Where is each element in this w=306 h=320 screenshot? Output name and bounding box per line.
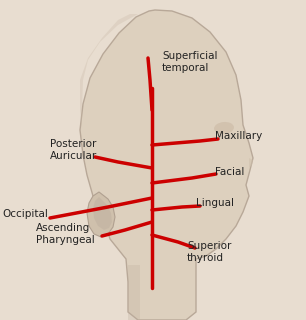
Polygon shape xyxy=(93,197,112,230)
Polygon shape xyxy=(80,14,138,130)
Text: Superficial
temporal: Superficial temporal xyxy=(162,51,218,73)
Text: Ascending
Pharyngeal: Ascending Pharyngeal xyxy=(36,223,95,245)
Polygon shape xyxy=(128,265,140,320)
Polygon shape xyxy=(249,158,253,168)
Text: Occipital: Occipital xyxy=(2,209,48,219)
Text: Maxillary: Maxillary xyxy=(215,131,262,141)
Text: Lingual: Lingual xyxy=(196,198,234,208)
Polygon shape xyxy=(80,10,253,320)
Polygon shape xyxy=(87,192,115,237)
Text: Facial: Facial xyxy=(215,167,244,177)
Text: Posterior
Auricular: Posterior Auricular xyxy=(50,139,97,161)
Ellipse shape xyxy=(214,122,234,134)
Text: Superior
thyroid: Superior thyroid xyxy=(187,241,231,263)
